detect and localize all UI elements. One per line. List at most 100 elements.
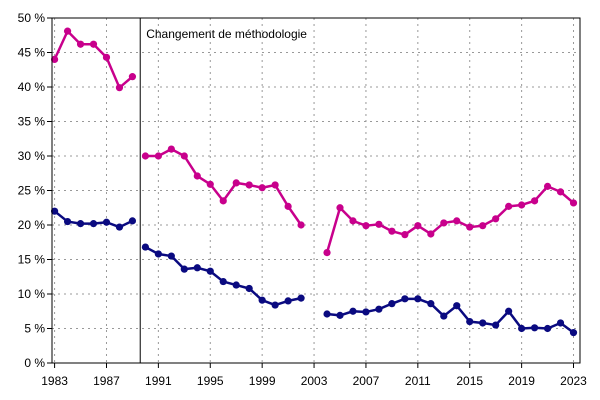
data-point: [492, 321, 500, 329]
data-point: [193, 264, 201, 272]
y-tick-label: 20 %: [18, 218, 46, 232]
grid: [52, 18, 580, 363]
data-point: [154, 250, 162, 258]
data-point: [453, 302, 461, 310]
data-point: [323, 249, 331, 257]
data-point: [401, 295, 409, 303]
data-point: [206, 267, 214, 275]
data-point: [76, 40, 85, 48]
series-line: [325, 185, 575, 253]
data-point: [414, 222, 422, 230]
data-point: [76, 220, 85, 228]
data-point: [530, 324, 539, 332]
y-tick-label: 35 %: [18, 115, 46, 129]
data-point: [569, 329, 578, 337]
data-point: [167, 252, 175, 260]
data-point: [492, 215, 500, 223]
y-tick-label: 5 %: [24, 322, 45, 336]
series-1: [50, 27, 578, 257]
x-tick-label: 1999: [249, 374, 276, 388]
data-point: [50, 55, 59, 64]
methodology-annotation: Changement de méthodologie: [146, 27, 307, 41]
data-point: [180, 265, 188, 273]
data-point: [543, 324, 552, 333]
data-point: [518, 201, 526, 209]
data-point: [284, 297, 292, 305]
data-point: [128, 217, 137, 225]
data-point: [271, 181, 279, 189]
data-point: [349, 217, 357, 225]
data-point: [141, 152, 150, 160]
data-point: [505, 307, 513, 315]
data-point: [569, 199, 578, 207]
data-point: [167, 145, 175, 153]
data-point: [63, 27, 72, 35]
y-tick-label: 15 %: [18, 253, 46, 267]
x-tick-label: 2019: [508, 374, 535, 388]
data-point: [284, 202, 292, 210]
data-point: [245, 284, 253, 293]
data-point: [427, 230, 435, 238]
data-point: [102, 53, 111, 61]
data-point: [193, 172, 201, 180]
x-tick-label: 1991: [145, 374, 172, 388]
data-point: [180, 152, 188, 160]
data-point: [388, 300, 396, 308]
y-axis: 0 % 5 % 10 % 15 % 20 % 25 % 30 % 35 % 40 % 45 % 50…: [18, 11, 52, 370]
series-2: [50, 207, 578, 337]
data-point: [102, 218, 111, 226]
y-tick-label: 0 %: [24, 356, 45, 370]
data-point: [375, 305, 383, 313]
data-point: [323, 310, 331, 318]
data-point: [232, 281, 240, 289]
data-point: [154, 152, 162, 160]
data-point: [349, 307, 357, 315]
data-point: [427, 300, 435, 308]
data-point: [401, 231, 409, 239]
data-point: [440, 219, 448, 227]
data-point: [505, 202, 513, 210]
data-point: [543, 182, 552, 190]
data-point: [297, 221, 305, 229]
data-point: [388, 227, 396, 235]
y-tick-label: 30 %: [18, 149, 46, 163]
x-tick-label: 2003: [301, 374, 328, 388]
data-point: [219, 197, 227, 205]
data-point: [466, 223, 474, 231]
data-point: [336, 204, 344, 212]
data-point: [440, 312, 448, 320]
x-tick-label: 1983: [41, 374, 68, 388]
data-point: [453, 217, 461, 225]
y-tick-label: 45 %: [18, 46, 46, 60]
data-point: [518, 324, 526, 333]
data-point: [336, 311, 344, 319]
x-tick-label: 1995: [197, 374, 224, 388]
data-point: [245, 181, 253, 189]
x-tick-label: 2023: [560, 374, 587, 388]
x-tick-label: 2011: [405, 374, 431, 388]
data-point: [63, 217, 72, 226]
series-layer: [50, 27, 578, 337]
data-point: [530, 197, 539, 205]
data-point: [479, 319, 487, 327]
y-tick-label: 50 %: [18, 11, 46, 25]
x-tick-label: 1987: [93, 374, 120, 388]
data-point: [479, 222, 487, 230]
y-tick-label: 25 %: [18, 184, 46, 198]
data-point: [271, 301, 279, 309]
data-point: [414, 295, 422, 303]
data-point: [258, 296, 266, 304]
x-axis: 1983 1987 1991 1995 1999 2003 2007 2011 2015 2019…: [41, 363, 587, 388]
data-point: [141, 243, 150, 251]
series-line: [53, 29, 134, 89]
data-point: [232, 179, 240, 187]
data-point: [556, 319, 565, 327]
data-point: [297, 294, 305, 302]
x-tick-label: 2007: [353, 374, 380, 388]
data-point: [89, 220, 98, 228]
y-tick-label: 40 %: [18, 80, 46, 94]
y-tick-label: 10 %: [18, 287, 46, 301]
data-point: [115, 223, 124, 231]
